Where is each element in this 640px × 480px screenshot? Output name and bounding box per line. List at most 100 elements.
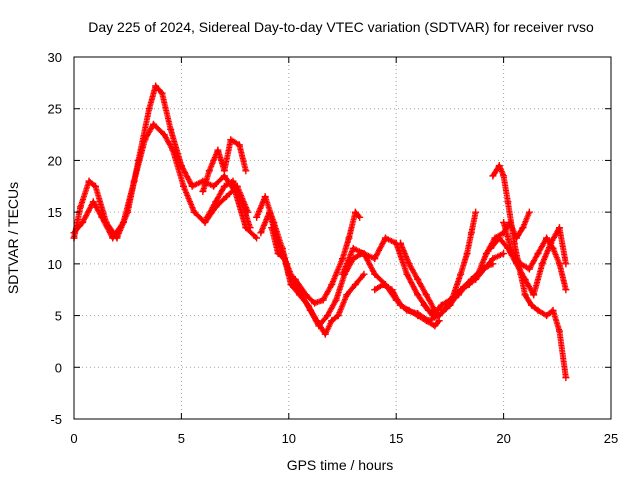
data-point bbox=[439, 306, 447, 314]
y-tick-label: 5 bbox=[55, 309, 62, 324]
data-point bbox=[311, 299, 319, 307]
data-point bbox=[396, 301, 404, 309]
data-point bbox=[188, 182, 196, 190]
data-point bbox=[422, 291, 430, 299]
data-point bbox=[414, 312, 422, 320]
data-point bbox=[437, 301, 445, 309]
y-tick-label: -5 bbox=[50, 412, 62, 427]
data-point bbox=[519, 224, 527, 232]
data-point bbox=[525, 265, 533, 273]
data-point bbox=[261, 193, 269, 201]
series-track-10 bbox=[371, 281, 443, 330]
y-axis-label: SDTVAR / TECUs bbox=[5, 182, 21, 294]
data-point bbox=[414, 291, 422, 299]
data-point bbox=[253, 234, 261, 242]
data-point bbox=[457, 270, 465, 278]
data-point bbox=[339, 255, 346, 263]
data-point bbox=[549, 306, 557, 314]
x-tick-label: 10 bbox=[282, 431, 296, 446]
data-point bbox=[332, 296, 340, 304]
data-point bbox=[543, 312, 551, 320]
data-point bbox=[76, 203, 84, 211]
data-point bbox=[543, 234, 551, 242]
series-track-9 bbox=[360, 208, 480, 325]
plot-frame bbox=[73, 56, 612, 420]
data-point bbox=[521, 275, 529, 283]
data-point bbox=[528, 301, 536, 309]
data-point bbox=[152, 82, 160, 90]
data-point bbox=[343, 291, 351, 299]
series-track-3 bbox=[199, 136, 250, 195]
data-point bbox=[403, 270, 411, 278]
data-point bbox=[167, 125, 175, 133]
data-point bbox=[257, 229, 265, 237]
data-point bbox=[420, 301, 428, 309]
data-point bbox=[321, 330, 329, 338]
data-point bbox=[201, 218, 209, 226]
series-track-12 bbox=[420, 250, 508, 320]
data-point bbox=[500, 218, 508, 226]
data-point bbox=[323, 312, 331, 320]
data-point bbox=[446, 296, 454, 304]
data-point bbox=[422, 317, 430, 325]
data-point bbox=[454, 291, 462, 299]
data-point bbox=[274, 250, 282, 258]
series-trace bbox=[71, 121, 251, 241]
data-point bbox=[431, 322, 439, 330]
data-point bbox=[482, 250, 490, 258]
data-point bbox=[212, 198, 220, 206]
data-point bbox=[85, 177, 93, 185]
data-point bbox=[472, 275, 480, 283]
data-point bbox=[472, 208, 480, 216]
data-point bbox=[500, 250, 508, 258]
data-point bbox=[98, 213, 106, 221]
data-point bbox=[555, 260, 563, 268]
series-track-2 bbox=[70, 120, 252, 242]
data-point bbox=[253, 213, 261, 221]
data-point bbox=[495, 234, 503, 242]
data-point bbox=[480, 265, 488, 273]
data-point bbox=[463, 281, 471, 289]
data-point bbox=[238, 198, 246, 206]
x-tick-label: 0 bbox=[70, 431, 77, 446]
x-tick-label: 5 bbox=[178, 431, 185, 446]
data-point bbox=[555, 224, 563, 232]
data-point bbox=[227, 136, 235, 144]
x-axis-label: GPS time / hours bbox=[287, 457, 394, 473]
axis-ticks: 0 5 10 15 20 25 -5 0 5 10 15 20 25 30 bbox=[48, 50, 619, 446]
data-point bbox=[130, 177, 138, 185]
y-tick-label: 10 bbox=[48, 257, 62, 272]
data-point bbox=[429, 312, 437, 320]
data-point bbox=[495, 162, 503, 170]
x-tick-label: 25 bbox=[604, 431, 618, 446]
data-point bbox=[281, 255, 289, 263]
data-point bbox=[203, 213, 211, 221]
data-point bbox=[562, 374, 570, 382]
data-point bbox=[199, 187, 207, 195]
data-point bbox=[334, 312, 342, 320]
data-point bbox=[405, 260, 413, 268]
data-point bbox=[109, 234, 117, 242]
data-point bbox=[246, 224, 254, 232]
data-point bbox=[91, 182, 99, 190]
data-point bbox=[371, 270, 379, 278]
data-point bbox=[205, 167, 213, 175]
data-point bbox=[351, 208, 359, 216]
data-point bbox=[500, 172, 508, 180]
data-point bbox=[229, 177, 237, 185]
data-point bbox=[534, 250, 542, 258]
data-point bbox=[371, 255, 379, 263]
data-point bbox=[396, 239, 404, 247]
data-point bbox=[235, 141, 243, 149]
data-point bbox=[141, 136, 149, 144]
series-track-13 bbox=[489, 162, 570, 382]
data-point bbox=[414, 275, 422, 283]
data-point bbox=[360, 270, 368, 278]
data-point bbox=[89, 198, 97, 206]
series-track-7 bbox=[268, 224, 368, 338]
data-point bbox=[265, 208, 273, 216]
series-trace bbox=[361, 210, 479, 324]
data-point bbox=[328, 281, 336, 289]
data-point bbox=[356, 213, 364, 221]
